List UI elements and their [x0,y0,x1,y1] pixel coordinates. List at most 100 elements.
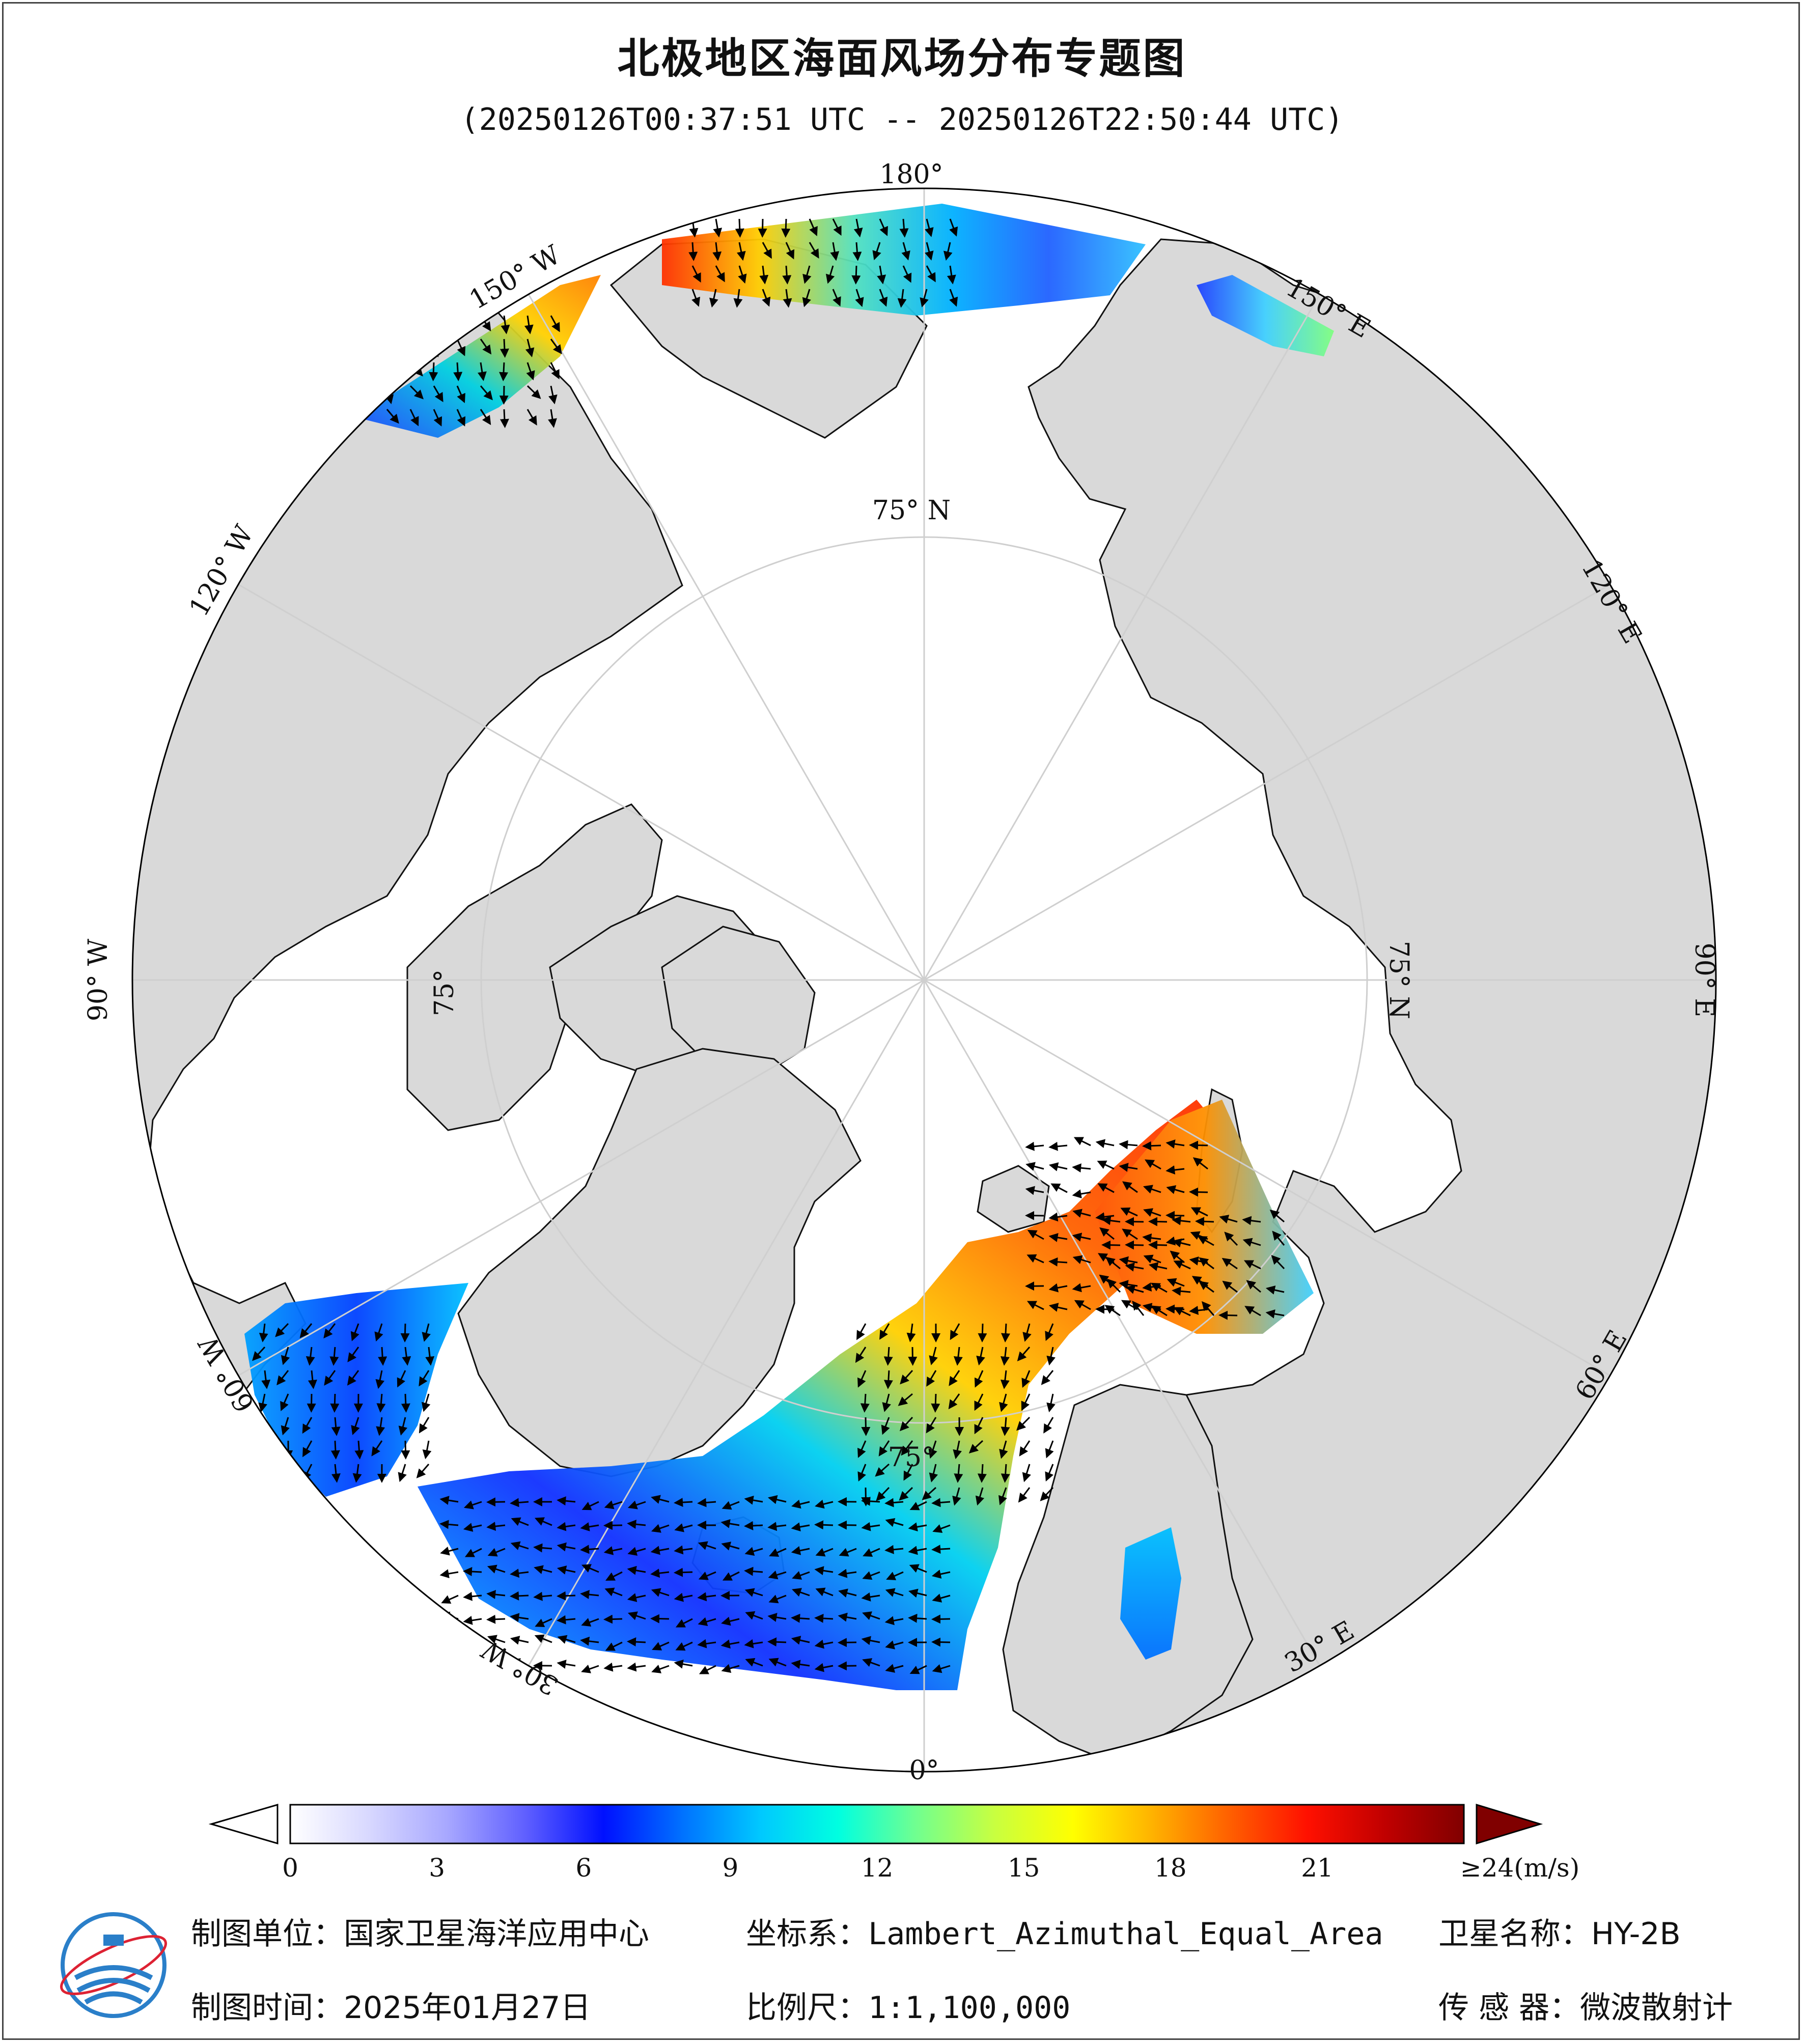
wind-arrow [886,1571,904,1580]
wind-arrow [510,1498,529,1507]
wind-arrow [884,1498,904,1507]
wind-arrow [879,289,888,307]
wind-arrow [398,1464,407,1482]
wind-arrow [386,339,396,356]
wind-arrow [1132,1300,1145,1316]
wind-arrow [550,339,562,354]
wind-arrow [953,1440,962,1460]
wind-arrow [929,1464,938,1482]
wind-arrow [791,1546,810,1555]
wind-arrow [581,1564,599,1573]
wind-arrow [257,1417,266,1435]
wind-arrow [627,1662,646,1672]
footer-crs-value: Lambert_Azimuthal_Equal_Area [868,1916,1383,1952]
wind-arrow [699,1665,716,1674]
wind-arrow [1243,1260,1261,1270]
footer-scale-value: 1:1,100,000 [868,1990,1071,2026]
wind-arrow [1025,1186,1044,1195]
wind-arrow [903,1464,913,1481]
wind-arrow [557,1660,576,1669]
wind-arrow [901,242,910,261]
wind-arrow [999,1440,1008,1459]
greenland-land [457,1048,862,1477]
wind-arrow [1104,1305,1121,1317]
wind-arrow [281,1347,290,1365]
wind-arrow [908,1613,927,1623]
wind-arrow [429,362,438,381]
wind-arrow [534,1634,552,1643]
wind-arrow [486,1590,506,1599]
wind-arrow [275,1323,289,1337]
wind-arrow [862,1611,880,1620]
wind-arrow [906,1323,916,1342]
wind-arrow [1046,1393,1056,1413]
colorbar-min-triangle [208,1803,279,1845]
wind-arrow [276,1370,289,1386]
wind-arrow [1167,1278,1185,1287]
wind-arrow [881,1417,890,1435]
wind-arrow [1001,1464,1010,1483]
wind-arrow [1041,1370,1054,1385]
wind-arrow [1166,1185,1185,1194]
wind-arrow [1242,1216,1261,1225]
wind-arrow [1143,1185,1161,1194]
wind-arrow [330,1440,340,1460]
label-90w: 90° W [83,938,114,1021]
wind-swath-baltic [1120,1527,1181,1660]
wind-arrow [1017,1347,1031,1361]
wind-arrow [861,1522,880,1531]
wind-arrow [876,1487,890,1501]
footer-crs: 坐标系：Lambert_Azimuthal_Equal_Area [746,1909,1383,1953]
wind-arrow [1016,1416,1031,1431]
wind-arrow [698,1541,716,1550]
wind-arrow [533,1543,552,1553]
wind-arrow [1072,1189,1091,1199]
wind-arrow [1000,1347,1010,1366]
wind-arrow [425,1347,435,1366]
wind-arrow [416,1464,430,1478]
wind-arrow [441,1594,459,1604]
wind-arrow [733,289,743,308]
wind-arrow [323,1323,336,1339]
wind-arrow [422,1393,431,1412]
wind-arrow [1026,1254,1044,1264]
wind-arrow [948,1393,960,1410]
label-0: 0° [909,1755,939,1786]
wind-arrow [744,1566,763,1576]
wind-arrow [802,289,811,307]
wind-arrow [439,1520,459,1529]
wind-arrow [524,315,534,334]
wind-arrow [855,1347,867,1363]
wind-arrow [908,1546,927,1555]
wind-arrow [378,1347,387,1366]
wind-arrow [1027,1229,1044,1240]
wind-arrow [581,1618,599,1627]
wind-arrow [252,1346,266,1361]
nsoas-logo-icon [60,1912,168,2018]
wind-arrow [1199,1257,1214,1270]
wind-arrow [1165,1165,1185,1175]
footer-time: 制图时间：2025年01月27日 [191,1983,591,2027]
wind-arrow [431,315,440,334]
wind-arrow [929,1347,938,1365]
wind-arrow [952,1487,961,1506]
wind-arrow [499,385,509,405]
wind-swath-okhotsk [1197,275,1334,356]
wind-arrow [1097,1160,1115,1170]
footer-satellite: 卫星名称：HY-2B [1438,1909,1681,1953]
wind-arrow [1197,1236,1214,1246]
colorbar-tick-label: 9 [722,1853,739,1883]
footer-scale-label: 比例尺： [746,1990,868,2026]
wind-arrow [950,1323,960,1340]
wind-arrow [857,1440,867,1458]
wind-arrow [792,1588,810,1597]
map-title: 北极地区海面风场分布专题图 [617,35,1187,83]
wind-arrow [1199,1281,1214,1293]
wind-arrow [901,1440,913,1456]
wind-arrow [478,362,487,381]
colorbar-tick-label: 12 [861,1853,894,1883]
wind-arrow [899,1416,913,1432]
wind-arrow [949,1370,960,1386]
wind-arrow [974,1393,984,1411]
wind-arrow [878,1440,890,1457]
